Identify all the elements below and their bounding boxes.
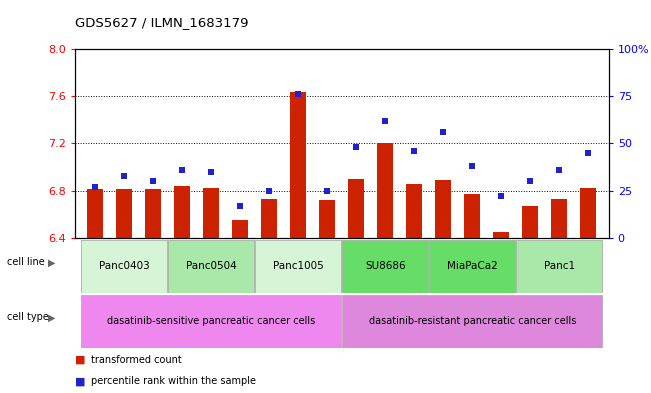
Bar [430, 240, 516, 293]
Bar [348, 179, 365, 238]
Bar [81, 240, 109, 293]
Point [90, 184, 100, 190]
Bar [139, 240, 168, 293]
Bar [81, 240, 167, 293]
Bar [168, 240, 197, 293]
Text: percentile rank within the sample: percentile rank within the sample [91, 376, 256, 386]
Text: ■: ■ [75, 354, 85, 365]
Text: Panc1: Panc1 [544, 261, 575, 271]
Bar [168, 240, 254, 293]
Point [148, 178, 158, 184]
Bar [342, 240, 371, 293]
Bar [581, 188, 596, 238]
Point [583, 150, 594, 156]
Bar [232, 220, 248, 238]
Bar [371, 240, 400, 293]
Bar [487, 240, 516, 293]
Bar [312, 240, 342, 293]
Bar [406, 184, 422, 238]
Bar [197, 240, 226, 293]
Text: ■: ■ [75, 376, 85, 386]
Bar [545, 240, 574, 293]
Bar [429, 240, 458, 293]
Bar [319, 200, 335, 238]
Bar [261, 199, 277, 238]
Text: Panc1005: Panc1005 [273, 261, 324, 271]
Text: SU8686: SU8686 [365, 261, 406, 271]
Bar [290, 92, 306, 238]
Bar [458, 240, 487, 293]
Text: dasatinib-sensitive pancreatic cancer cells: dasatinib-sensitive pancreatic cancer ce… [107, 316, 315, 326]
Text: Panc0403: Panc0403 [99, 261, 150, 271]
Bar [551, 199, 567, 238]
Bar [255, 240, 284, 293]
Text: cell line: cell line [7, 257, 44, 267]
Text: ▶: ▶ [48, 257, 55, 267]
Bar [493, 232, 509, 238]
Point [293, 91, 303, 97]
Point [322, 187, 333, 194]
Bar [109, 240, 139, 293]
Bar [342, 240, 428, 293]
Text: Panc0504: Panc0504 [186, 261, 236, 271]
Point [177, 167, 187, 173]
Bar [436, 180, 451, 238]
Bar [174, 186, 190, 238]
Bar [342, 295, 602, 348]
Point [351, 144, 361, 151]
Bar [255, 240, 341, 293]
Bar [464, 194, 480, 238]
Bar [203, 188, 219, 238]
Text: ▶: ▶ [48, 312, 55, 322]
Bar [284, 240, 312, 293]
Point [554, 167, 564, 173]
Bar [522, 206, 538, 238]
Bar [87, 189, 103, 238]
Point [467, 163, 478, 169]
Point [525, 178, 536, 184]
Text: GDS5627 / ILMN_1683179: GDS5627 / ILMN_1683179 [75, 16, 249, 29]
Bar [117, 189, 132, 238]
Bar [378, 143, 393, 238]
Text: transformed count: transformed count [91, 354, 182, 365]
Text: MiaPaCa2: MiaPaCa2 [447, 261, 498, 271]
Bar [226, 240, 255, 293]
Point [206, 169, 216, 175]
Bar [81, 295, 341, 348]
Text: cell type: cell type [7, 312, 48, 322]
Bar [516, 240, 602, 293]
Text: dasatinib-resistant pancreatic cancer cells: dasatinib-resistant pancreatic cancer ce… [368, 316, 576, 326]
Bar [400, 240, 429, 293]
Bar [145, 189, 161, 238]
Point [496, 193, 506, 199]
Point [119, 173, 130, 179]
Point [438, 129, 449, 135]
Point [409, 148, 419, 154]
Bar [574, 240, 603, 293]
Bar [516, 240, 545, 293]
Point [380, 118, 391, 124]
Point [264, 187, 275, 194]
Point [235, 202, 245, 209]
